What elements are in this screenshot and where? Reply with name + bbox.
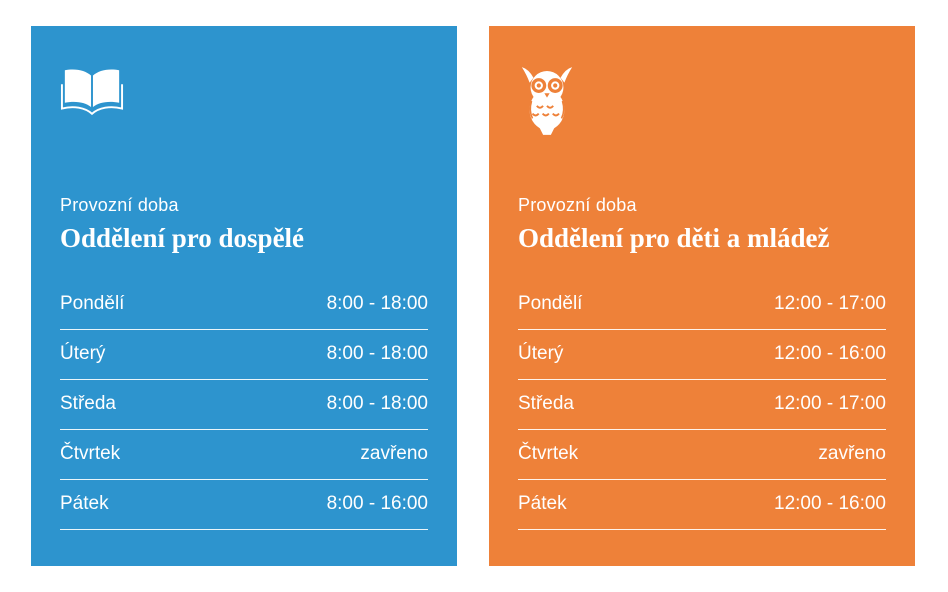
schedule-row: Pátek 12:00 - 16:00 <box>518 480 886 530</box>
schedule-table: Pondělí 12:00 - 17:00 Úterý 12:00 - 16:00 St… <box>518 280 886 530</box>
card-label: Provozní doba <box>60 195 179 215</box>
day-label: Středa <box>60 393 116 415</box>
hours-value: 12:00 - 16:00 <box>774 493 886 515</box>
day-label: Úterý <box>60 343 106 365</box>
schedule-row: Úterý 8:00 - 18:00 <box>60 330 428 380</box>
schedule-row: Pondělí 12:00 - 17:00 <box>518 280 886 330</box>
schedule-row: Úterý 12:00 - 16:00 <box>518 330 886 380</box>
card-title: Oddělení pro dospělé <box>60 222 305 253</box>
schedule-row: Čtvrtek zavřeno <box>60 430 428 480</box>
card-children-department: Provozní doba Oddělení pro děti a mládež… <box>489 26 915 566</box>
schedule-row: Středa 12:00 - 17:00 <box>518 380 886 430</box>
hours-value: 12:00 - 17:00 <box>774 293 886 315</box>
day-label: Pondělí <box>518 293 583 315</box>
owl-icon <box>518 66 886 138</box>
hours-value: 8:00 - 16:00 <box>326 493 428 515</box>
schedule-row: Pondělí 8:00 - 18:00 <box>60 280 428 330</box>
hours-value: 8:00 - 18:00 <box>326 343 428 365</box>
hours-value: zavřeno <box>360 443 428 465</box>
day-label: Pátek <box>60 493 109 515</box>
schedule-row: Pátek 8:00 - 16:00 <box>60 480 428 530</box>
card-adults-department: Provozní doba Oddělení pro dospělé Pondě… <box>31 26 457 566</box>
day-label: Pátek <box>518 493 567 515</box>
day-label: Čtvrtek <box>518 443 579 465</box>
open-book-icon <box>60 66 428 138</box>
hours-value: 8:00 - 18:00 <box>326 293 428 315</box>
day-label: Čtvrtek <box>60 443 121 465</box>
day-label: Úterý <box>518 343 564 365</box>
card-label: Provozní doba <box>518 195 637 215</box>
day-label: Pondělí <box>60 293 125 315</box>
hours-value: 12:00 - 17:00 <box>774 393 886 415</box>
hours-value: 8:00 - 18:00 <box>326 393 428 415</box>
hours-value: zavřeno <box>818 443 886 465</box>
card-title: Oddělení pro děti a mládež <box>518 222 830 253</box>
schedule-row: Středa 8:00 - 18:00 <box>60 380 428 430</box>
hours-value: 12:00 - 16:00 <box>774 343 886 365</box>
schedule-table: Pondělí 8:00 - 18:00 Úterý 8:00 - 18:00 Stře… <box>60 280 428 530</box>
schedule-row: Čtvrtek zavřeno <box>518 430 886 480</box>
day-label: Středa <box>518 393 574 415</box>
